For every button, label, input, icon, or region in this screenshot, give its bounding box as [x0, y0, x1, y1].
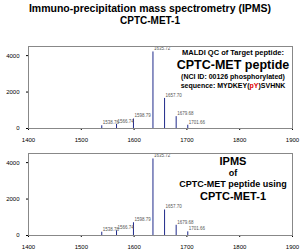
svg-text:1800: 1800 — [233, 244, 247, 249]
svg-text:1679.68: 1679.68 — [177, 111, 194, 116]
html-text:Immuno-precipitation mass spec: Immuno-precipitation mass spectrometry (… — [28, 2, 272, 14]
html-text:MALDI QC of Target peptide:: MALDI QC of Target peptide: — [182, 48, 284, 57]
svg-text:1679.68: 1679.68 — [177, 220, 194, 225]
svg-text:1566.74: 1566.74 — [118, 225, 135, 230]
svg-text:4000: 4000 — [6, 160, 20, 166]
svg-text:1566.74: 1566.74 — [118, 119, 135, 124]
svg-text:1400: 1400 — [22, 137, 36, 142]
svg-text:2000: 2000 — [6, 196, 20, 202]
svg-text:1657.70: 1657.70 — [166, 204, 183, 209]
html-text:(NCI ID: 00126 phosphorylated): (NCI ID: 00126 phosphorylated) — [181, 73, 285, 80]
svg-text:1700: 1700 — [180, 137, 194, 142]
html-text:CPTC-MET peptide: CPTC-MET peptide — [176, 57, 290, 72]
html-text:IPMS: IPMS — [219, 155, 247, 167]
svg-text:1538.76: 1538.76 — [102, 226, 119, 232]
svg-text:1400: 1400 — [22, 244, 36, 249]
html-text:CPTC-MET-1: CPTC-MET-1 — [120, 15, 180, 26]
html-text:CPTC-MET peptide using: CPTC-MET peptide using — [179, 179, 287, 189]
svg-text:4000: 4000 — [6, 53, 20, 59]
svg-text:1600: 1600 — [127, 244, 141, 249]
svg-text:0: 0 — [16, 125, 20, 131]
svg-text:1635.72: 1635.72 — [154, 46, 171, 51]
svg-text:1700: 1700 — [180, 244, 194, 249]
svg-text:1598.79: 1598.79 — [134, 217, 151, 222]
html-text:of: of — [228, 168, 238, 178]
svg-text:1500: 1500 — [75, 244, 89, 249]
svg-text:1900: 1900 — [286, 244, 300, 249]
svg-text:1701.66: 1701.66 — [189, 120, 206, 125]
svg-text:1701.66: 1701.66 — [189, 226, 206, 231]
svg-text:1900: 1900 — [286, 137, 300, 142]
svg-text:2000: 2000 — [6, 89, 20, 95]
svg-text:1598.79: 1598.79 — [134, 113, 151, 118]
svg-text:1800: 1800 — [233, 137, 247, 142]
html-text:CPTC-MET-1: CPTC-MET-1 — [200, 190, 266, 202]
html-text:sequence: MYDKEY(pY)SVHNK: sequence: MYDKEY(pY)SVHNK — [180, 82, 286, 89]
svg-text:1538.76: 1538.76 — [102, 120, 119, 126]
svg-text:1600: 1600 — [127, 137, 141, 142]
svg-text:1657.70: 1657.70 — [166, 93, 183, 98]
svg-text:0: 0 — [16, 232, 20, 238]
svg-text:1635.72: 1635.72 — [154, 153, 171, 158]
svg-text:1500: 1500 — [75, 137, 89, 142]
